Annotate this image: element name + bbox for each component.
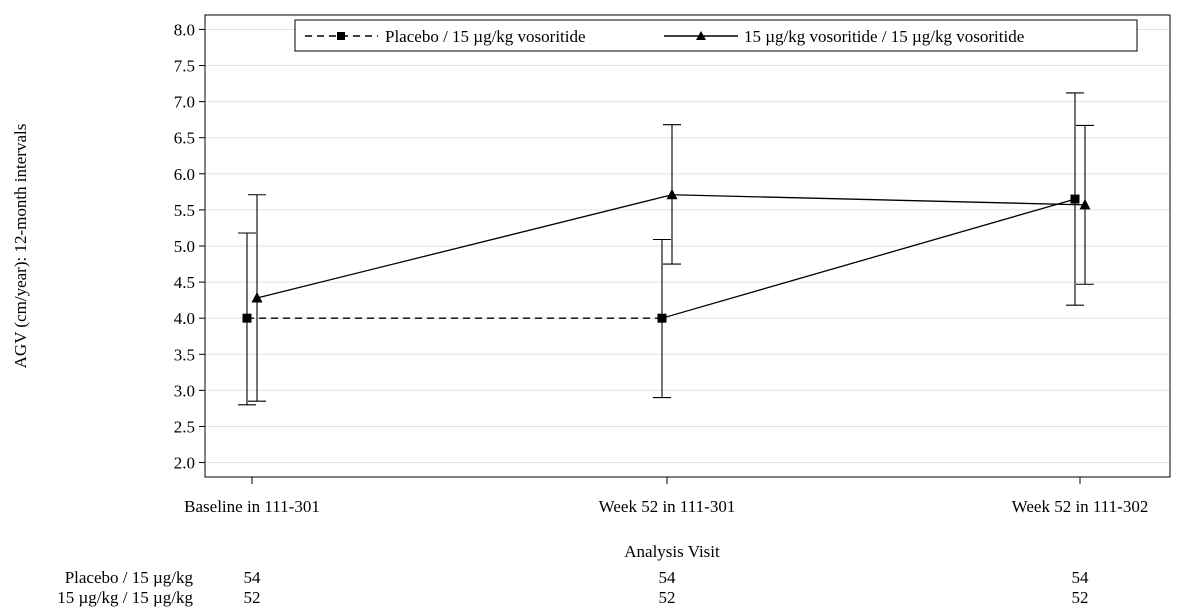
y-tick-label: 4.5 [174,273,195,292]
series-1-point [1070,194,1080,204]
x-tick-label: Week 52 in 111-301 [599,497,736,516]
y-tick-label: 6.5 [174,129,195,148]
x-axis: Baseline in 111-301 Week 52 in 111-301 Wee… [184,477,1148,516]
y-tick-label: 2.5 [174,417,195,436]
y-axis-title: AGV (cm/year): 12-month intervals [11,124,30,369]
series-2-segment [256,194,673,299]
legend-vosoritide-triangle-marker [696,31,706,40]
y-tick-label: 5.0 [174,237,195,256]
series-2-segment [671,194,1086,206]
y-tick-label: 7.5 [174,57,195,76]
y-tick-label: 6.0 [174,165,195,184]
y-tick-label: 4.0 [174,309,195,328]
series-2-point [666,188,678,200]
legend: Placebo / 15 µg/kg vosoritide 15 µg/kg v… [294,19,1138,52]
y-tick-label: 7.0 [174,93,195,112]
x-axis-title: Analysis Visit [624,542,720,561]
x-tick-label: Week 52 in 111-302 [1012,497,1149,516]
n-table-count: 52 [659,588,676,607]
y-axis: 2.0 2.5 3.0 3.5 4.0 4.5 5.0 5.5 6.0 6.5 7.0 7.5 8.0 [174,20,205,473]
y-tick-label: 5.5 [174,201,195,220]
n-table-count: 52 [1072,588,1089,607]
y-tick-label: 3.5 [174,345,195,364]
n-table-row-label: Placebo / 15 µg/kg [65,568,194,587]
legend-vosoritide-label: 15 µg/kg vosoritide / 15 µg/kg vosoritid… [744,27,1024,46]
series-1-point [657,313,667,323]
series-2-point [251,291,263,303]
n-table-count: 54 [659,568,677,587]
y-tick-label: 2.0 [174,454,195,473]
n-table-row-label: 15 µg/kg / 15 µg/kg [57,588,193,607]
legend-placebo-square-marker [337,32,345,40]
n-table-count: 52 [244,588,261,607]
n-table-count: 54 [1072,568,1090,587]
series-1-segment [661,198,1076,319]
y-tick-label: 8.0 [174,20,195,39]
n-table-count: 54 [244,568,262,587]
series-1-point [242,313,252,323]
series-2-point [1079,198,1091,210]
gridlines [205,28,1170,464]
legend-placebo-label: Placebo / 15 µg/kg vosoritide [385,27,586,46]
y-tick-label: 3.0 [174,381,195,400]
n-at-risk-table: Placebo / 15 µg/kg 54 54 54 15 µg/kg / 15 µg… [57,568,1089,607]
series-layer [238,92,1094,406]
x-tick-label: Baseline in 111-301 [184,497,320,516]
